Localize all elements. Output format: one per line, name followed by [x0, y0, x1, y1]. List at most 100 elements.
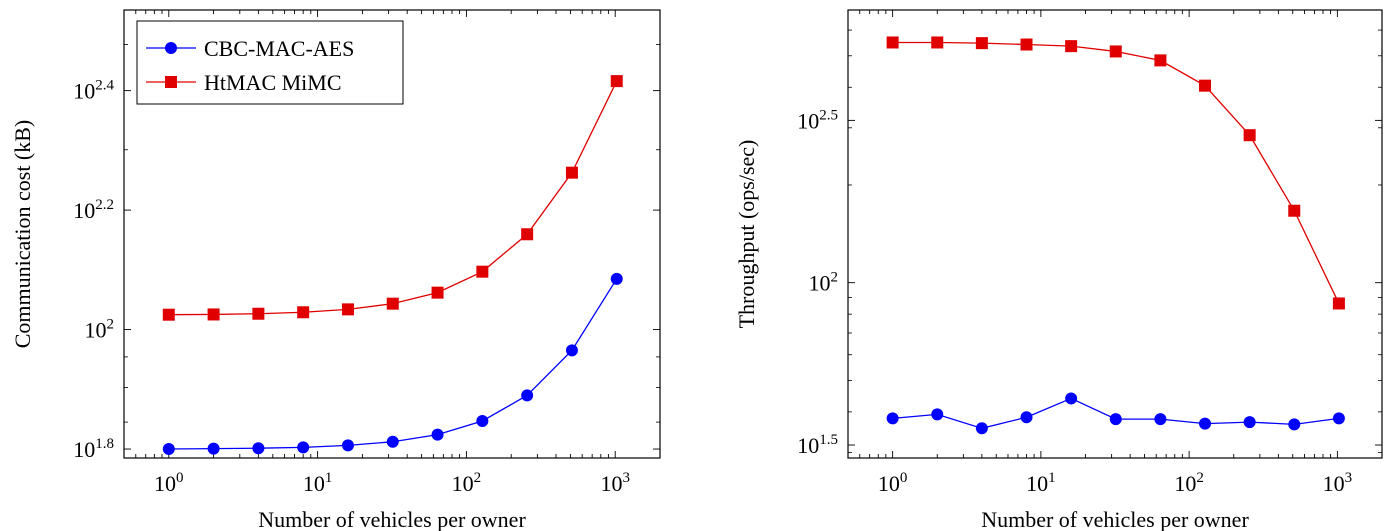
x-tick-label: 101 [1026, 470, 1056, 496]
y-axis-label: Communication cost (kB) [10, 120, 35, 349]
y-tick-label-exponent: 2 [107, 317, 115, 333]
cbc-mac-aes-point [565, 344, 578, 357]
cbc-mac-aes-point [1154, 413, 1167, 426]
htmac-mimc-point [431, 286, 444, 299]
x-tick-label-exponent: 1 [325, 470, 333, 486]
htmac-mimc-point [565, 166, 578, 179]
cbc-mac-aes-point [1065, 392, 1078, 405]
y-tick-label-exponent: 1.5 [819, 432, 838, 448]
htmac-mimc-point [1065, 40, 1078, 53]
htmac-mimc-point [886, 36, 899, 49]
x-tick-label-exponent: 2 [1196, 470, 1204, 486]
htmac-mimc-point [1243, 129, 1256, 142]
cbc-mac-aes-point [931, 408, 944, 421]
y-tick-label: 101.8 [73, 436, 114, 462]
x-tick-label-base: 10 [1323, 471, 1345, 496]
htmac-mimc-point [1288, 204, 1301, 217]
htmac-mimc-point [476, 265, 489, 278]
x-tick-label: 103 [600, 470, 630, 496]
y-tick-label-base: 10 [85, 318, 107, 343]
htmac-mimc-point [162, 308, 175, 321]
cbc-mac-aes-point [207, 442, 220, 455]
legend-label-htmac-mimc: HtMAC MiMC [204, 70, 342, 95]
cbc-mac-aes-point [341, 439, 354, 452]
x-axis-label: Number of vehicles per owner [258, 507, 526, 531]
x-tick-label: 101 [303, 470, 333, 496]
x-tick-label-base: 10 [1174, 471, 1196, 496]
y-tick-label: 102 [85, 317, 115, 343]
cbc-mac-aes-point [521, 389, 534, 402]
htmac-mimc-point [610, 75, 623, 88]
y-tick-label-base: 10 [73, 437, 95, 462]
legend-box [136, 20, 404, 105]
x-tick-label-base: 10 [600, 471, 622, 496]
y-tick-label: 101.5 [797, 432, 838, 458]
htmac-mimc-point [1332, 297, 1345, 310]
y-tick-label: 102.2 [73, 197, 114, 223]
x-tick-label-base: 10 [452, 471, 474, 496]
cbc-mac-aes-point [886, 412, 899, 425]
y-tick-label-exponent: 1.8 [95, 436, 114, 452]
y-tick-label-base: 10 [73, 79, 95, 104]
y-tick-label-exponent: 2.4 [95, 78, 114, 94]
y-tick-label: 102.5 [797, 107, 838, 133]
htmac-mimc-point [1154, 54, 1167, 67]
cbc-mac-aes-point [386, 435, 399, 448]
y-axis-label: Throughput (ops/sec) [734, 140, 759, 329]
x-tick-label: 102 [452, 470, 482, 496]
x-tick-label: 103 [1323, 470, 1353, 496]
cbc-mac-aes-point [1020, 411, 1033, 424]
htmac-mimc-point [521, 228, 534, 241]
x-tick-label-exponent: 3 [622, 470, 630, 486]
cbc-mac-aes-point [476, 414, 489, 427]
x-tick-label: 100 [154, 470, 184, 496]
legend: CBC-MAC-AES HtMAC MiMC [136, 20, 404, 105]
legend-label-cbc-mac-aes: CBC-MAC-AES [204, 36, 354, 61]
htmac-mimc-point [386, 297, 399, 310]
x-tick-label-base: 10 [878, 471, 900, 496]
htmac-mimc-point [1109, 45, 1122, 58]
y-tick-label-base: 10 [797, 433, 819, 458]
x-tick-label-exponent: 0 [900, 470, 908, 486]
htmac-mimc-point [931, 36, 944, 49]
cbc-mac-aes-point [297, 441, 310, 454]
legend-marker-htmac-mimc [165, 76, 177, 88]
x-tick-label: 102 [1174, 470, 1204, 496]
x-tick-label-exponent: 2 [474, 470, 482, 486]
x-tick-label-exponent: 1 [1048, 470, 1056, 486]
htmac-mimc-point [297, 306, 310, 319]
y-tick-label-exponent: 2.5 [819, 107, 838, 123]
y-tick-label-base: 10 [73, 198, 95, 223]
y-tick-label: 102.4 [73, 78, 114, 104]
legend-marker-cbc-mac-aes [165, 42, 177, 54]
y-tick-label-exponent: 2.2 [95, 197, 114, 213]
htmac-mimc-point [1020, 38, 1033, 51]
x-tick-label-base: 10 [303, 471, 325, 496]
y-tick-label: 102 [809, 270, 839, 296]
cbc-mac-aes-point [1288, 418, 1301, 431]
cbc-mac-aes-point [1243, 416, 1256, 429]
y-tick-label-base: 10 [797, 108, 819, 133]
htmac-mimc-point [207, 308, 220, 321]
htmac-mimc-line [168, 80, 618, 316]
cbc-mac-aes-point [1109, 413, 1122, 426]
y-tick-label-base: 10 [809, 271, 831, 296]
x-tick-label-base: 10 [154, 471, 176, 496]
htmac-mimc-point [1199, 79, 1212, 92]
x-tick-label-base: 10 [1026, 471, 1048, 496]
x-tick-label-exponent: 3 [1345, 470, 1353, 486]
htmac-mimc-point [975, 37, 988, 50]
plot-frame [847, 9, 1383, 459]
cbc-mac-aes-point [1199, 417, 1212, 430]
x-tick-label: 100 [878, 470, 908, 496]
htmac-mimc-point [341, 303, 354, 316]
cbc-mac-aes-point [252, 442, 265, 455]
cbc-mac-aes-point [162, 443, 175, 456]
plot-frame [123, 9, 661, 459]
htmac-mimc-point [252, 307, 265, 320]
cbc-mac-aes-point [610, 272, 623, 285]
x-axis-label: Number of vehicles per owner [981, 507, 1249, 531]
